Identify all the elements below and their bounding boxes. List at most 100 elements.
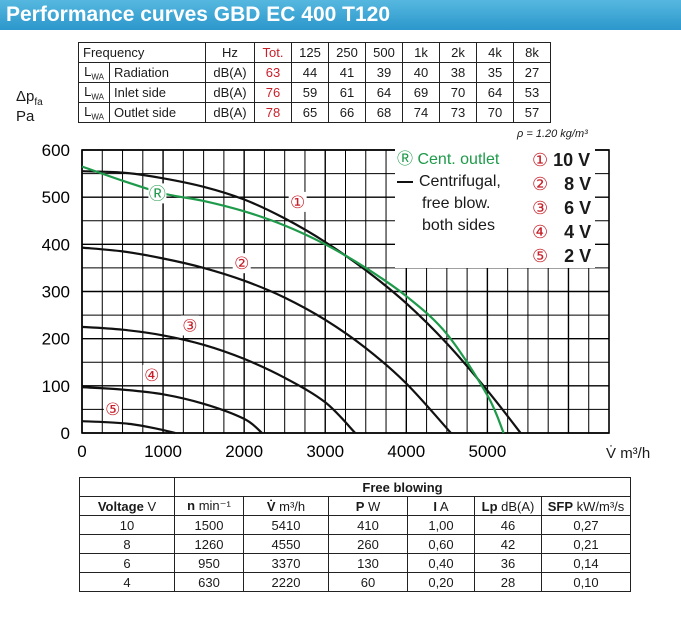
sound-row-outlet: LWA Outlet side dB(A) 78 65 66 68 74 73 … xyxy=(78,102,551,123)
cell: 950 xyxy=(174,553,244,573)
cell: 1500 xyxy=(174,515,244,535)
cell: 42 xyxy=(474,534,542,554)
y-tick-label: 0 xyxy=(61,424,70,443)
cell: 0,60 xyxy=(407,534,475,554)
chart-curve-labels: ① ② ③ ④ ⑤ Ⓡ xyxy=(103,183,307,420)
y-tick-label: 300 xyxy=(42,283,70,302)
curve-label-marker: ① xyxy=(290,193,305,213)
voltage-legend: ① 10 V ② 8 V ③ 6 V ④ 4 V ⑤ 2 V xyxy=(532,148,591,268)
y-tick-label: 400 xyxy=(42,235,70,254)
table-row: 8 1260 4550 260 0,60 42 0,21 xyxy=(79,534,631,554)
cell: 46 xyxy=(474,515,542,535)
legend-text: Ⓡ Cent. outlet Centrifugal, free blow. b… xyxy=(397,149,501,237)
curve-series-3 xyxy=(81,325,356,434)
cell: 0,14 xyxy=(541,553,631,573)
curve-label-bg xyxy=(180,315,199,336)
cell: 68 xyxy=(365,102,403,123)
curve-label-bg xyxy=(232,253,251,274)
chart-ticks: 0 1000 2000 3000 4000 5000 0 100 200 300 400 500 600 xyxy=(42,141,507,461)
curve-label-bg xyxy=(103,398,122,419)
cell: 28 xyxy=(474,572,542,592)
legend-centrifugal: Centrifugal, xyxy=(397,171,501,193)
x-tick-label: 4000 xyxy=(387,442,425,461)
voltage-item: ⑤ 2 V xyxy=(532,246,592,266)
cell: 73 xyxy=(439,102,477,123)
title-bar: Performance curves GBD EC 400 T120 xyxy=(0,0,681,30)
cell: 5410 xyxy=(243,515,329,535)
y-tick-label: 200 xyxy=(42,330,70,349)
cell: 53 xyxy=(513,82,551,103)
cell: 66 xyxy=(328,102,366,123)
sound-table-header: Frequency Hz Tot. 125 250 500 1k 2k 4k 8… xyxy=(78,42,551,63)
cell: 6 xyxy=(79,553,175,573)
blank-cell xyxy=(79,477,175,497)
cell: 0,21 xyxy=(541,534,631,554)
table-row: 6 950 3370 130 0,40 36 0,14 xyxy=(79,553,631,573)
cell: 36 xyxy=(474,553,542,573)
curve-series-5 xyxy=(81,420,176,435)
col-header: Voltage V xyxy=(79,496,175,516)
cell: 44 xyxy=(291,62,329,83)
cell: 0,40 xyxy=(407,553,475,573)
curve-label-marker: Ⓡ xyxy=(149,184,166,204)
legend-line2: free blow. xyxy=(422,195,491,212)
page-title: Performance curves GBD EC 400 T120 xyxy=(6,3,391,26)
curve-series-2 xyxy=(81,246,452,434)
curve-label-marker: ⑤ xyxy=(105,400,120,420)
x-axis-label: V̇ m³/h xyxy=(606,445,651,462)
chart-curves xyxy=(81,165,522,435)
cell: 0,27 xyxy=(541,515,631,535)
curve-label-bg xyxy=(142,364,161,385)
cell: 0,20 xyxy=(407,572,475,592)
curve-label-bg xyxy=(148,183,167,204)
curve-series-4 xyxy=(81,386,263,434)
band-header: 250 xyxy=(328,42,366,63)
cell: 60 xyxy=(328,572,408,592)
voltage-item: ③ 6 V xyxy=(532,198,592,218)
row-total: 78 xyxy=(254,102,292,123)
x-tick-label: 1000 xyxy=(144,442,182,461)
legend-line3: both sides xyxy=(422,217,495,234)
cell: 4 xyxy=(79,572,175,592)
density-note: ρ = 1.20 kg/m³ xyxy=(517,128,588,140)
curve-label-marker: ③ xyxy=(182,316,197,336)
cell: 35 xyxy=(476,62,514,83)
voltage-item: ① 10 V xyxy=(532,150,591,170)
table-row: 10 1500 5410 410 1,00 46 0,27 xyxy=(79,515,631,535)
voltage-item: ② 8 V xyxy=(532,174,592,194)
cell: 70 xyxy=(476,102,514,123)
col-header: SFP kW/m³/s xyxy=(541,496,631,516)
cell: 410 xyxy=(328,515,408,535)
col-header: V̇ m³/h xyxy=(243,496,329,516)
curve-label-bg xyxy=(288,191,307,212)
row-label: Outlet side xyxy=(109,102,206,123)
cell: 2220 xyxy=(243,572,329,592)
curve-label-marker: ④ xyxy=(144,366,159,386)
voltage-item: ④ 4 V xyxy=(532,222,592,242)
r-marker-icon: Ⓡ xyxy=(397,151,414,168)
col-header: P W xyxy=(328,496,408,516)
cell: 65 xyxy=(291,102,329,123)
cell: 1260 xyxy=(174,534,244,554)
row-label: Radiation xyxy=(109,62,206,83)
y-tick-label: 100 xyxy=(42,377,70,396)
curve-label-marker: ② xyxy=(234,254,249,274)
col-header: n min⁻¹ xyxy=(174,496,244,516)
cell: 630 xyxy=(174,572,244,592)
legend-cent-outlet: Ⓡ Cent. outlet xyxy=(397,151,500,168)
cell: 10 xyxy=(79,515,175,535)
free-blowing-header-row: Voltage V n min⁻¹ V̇ m³/h P W I A Lp dB(… xyxy=(79,496,631,516)
cell: 4550 xyxy=(243,534,329,554)
x-tick-label: 3000 xyxy=(306,442,344,461)
table-row: 4 630 2220 60 0,20 28 0,10 xyxy=(79,572,631,592)
x-tick-label: 5000 xyxy=(468,442,506,461)
plot-frame xyxy=(81,149,610,434)
free-blowing-title: Free blowing xyxy=(174,477,631,497)
band-header: 125 xyxy=(291,42,329,63)
curve-series-1 xyxy=(81,170,522,434)
free-blowing-table: Free blowing Voltage V n min⁻¹ V̇ m³/h P… xyxy=(79,477,631,592)
col-header: Lp dB(A) xyxy=(474,496,542,516)
y-tick-label: 500 xyxy=(42,188,70,207)
free-blowing-title-row: Free blowing xyxy=(79,477,631,497)
